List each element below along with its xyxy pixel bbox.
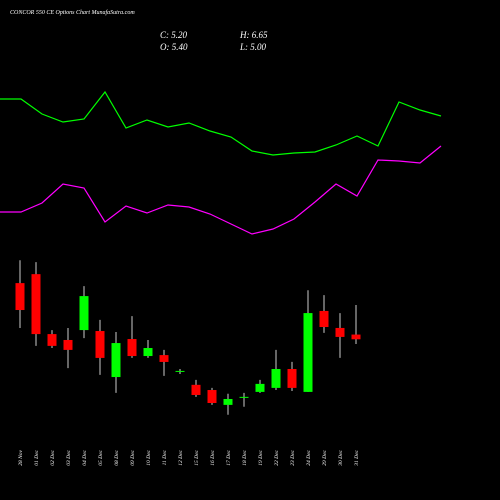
x-tick-label: 12 Dec xyxy=(178,449,184,465)
x-tick-label: 08 Dec xyxy=(114,449,120,465)
candle-body xyxy=(303,313,313,392)
candle-body xyxy=(47,334,57,346)
x-tick-label: 05 Dec xyxy=(98,449,104,465)
chart-title: CONCOR 550 CE Options Chart MunafaSutra.… xyxy=(10,9,135,16)
candle-body xyxy=(79,296,89,331)
high-info: H: 6.65 xyxy=(239,30,268,40)
x-tick-label: 04 Dec xyxy=(81,449,88,465)
x-tick-label: 19 Dec xyxy=(258,449,264,465)
candle-body xyxy=(175,370,185,372)
x-tick-label: 10 Dec xyxy=(146,449,152,465)
candle-body xyxy=(351,334,361,340)
x-tick-label: 24 Dec xyxy=(305,449,312,465)
candle-body xyxy=(111,343,121,378)
candle-body xyxy=(159,355,169,362)
x-tick-label: 23 Dec xyxy=(290,449,296,465)
candle-body xyxy=(287,369,297,388)
candle-body xyxy=(271,369,281,388)
x-tick-label: 28 Nov xyxy=(18,449,24,465)
candle-body xyxy=(191,384,201,395)
x-tick-label: 29 Dec xyxy=(322,449,328,465)
close-info: C: 5.20 xyxy=(160,30,188,40)
candle-body xyxy=(15,283,25,311)
x-tick-label: 31 Dec xyxy=(354,449,360,466)
candle-body xyxy=(223,398,233,405)
x-tick-label: 22 Dec xyxy=(274,449,280,465)
x-tick-label: 11 Dec xyxy=(162,449,168,465)
x-tick-label: 02 Dec xyxy=(50,449,56,465)
x-tick-label: 09 Dec xyxy=(130,449,136,465)
candle-body xyxy=(127,339,137,357)
x-tick-label: 03 Dec xyxy=(66,449,72,465)
candle-body xyxy=(31,274,41,335)
x-tick-label: 18 Dec xyxy=(242,449,248,465)
candle-body xyxy=(239,396,249,398)
candle-body xyxy=(319,310,329,328)
x-tick-label: 17 Dec xyxy=(226,449,232,465)
candle-body xyxy=(143,348,153,357)
low-info: L: 5.00 xyxy=(239,42,267,52)
open-info: O: 5.40 xyxy=(160,42,188,52)
candle-body xyxy=(207,390,217,403)
candle-body xyxy=(335,327,345,337)
x-tick-label: 30 Dec xyxy=(338,449,344,466)
candle-body xyxy=(255,383,265,392)
indicator-line xyxy=(0,145,442,235)
candle-body xyxy=(95,331,105,358)
x-tick-label: 01 Dec xyxy=(34,449,40,465)
x-tick-label: 15 Dec xyxy=(194,449,200,465)
indicator-line xyxy=(0,90,442,156)
candle-body xyxy=(63,339,73,350)
x-tick-label: 16 Dec xyxy=(210,449,216,465)
